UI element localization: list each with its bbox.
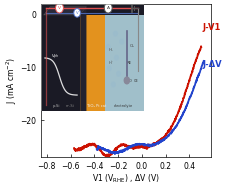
X-axis label: V1 (V$_{\mathrm{RHE}}$) , ΔV (V): V1 (V$_{\mathrm{RHE}}$) , ΔV (V) (92, 172, 159, 185)
Text: J-V1: J-V1 (202, 23, 220, 32)
Y-axis label: J (mA cm$^{-2}$): J (mA cm$^{-2}$) (4, 57, 18, 104)
Text: J-ΔV: J-ΔV (202, 60, 221, 69)
